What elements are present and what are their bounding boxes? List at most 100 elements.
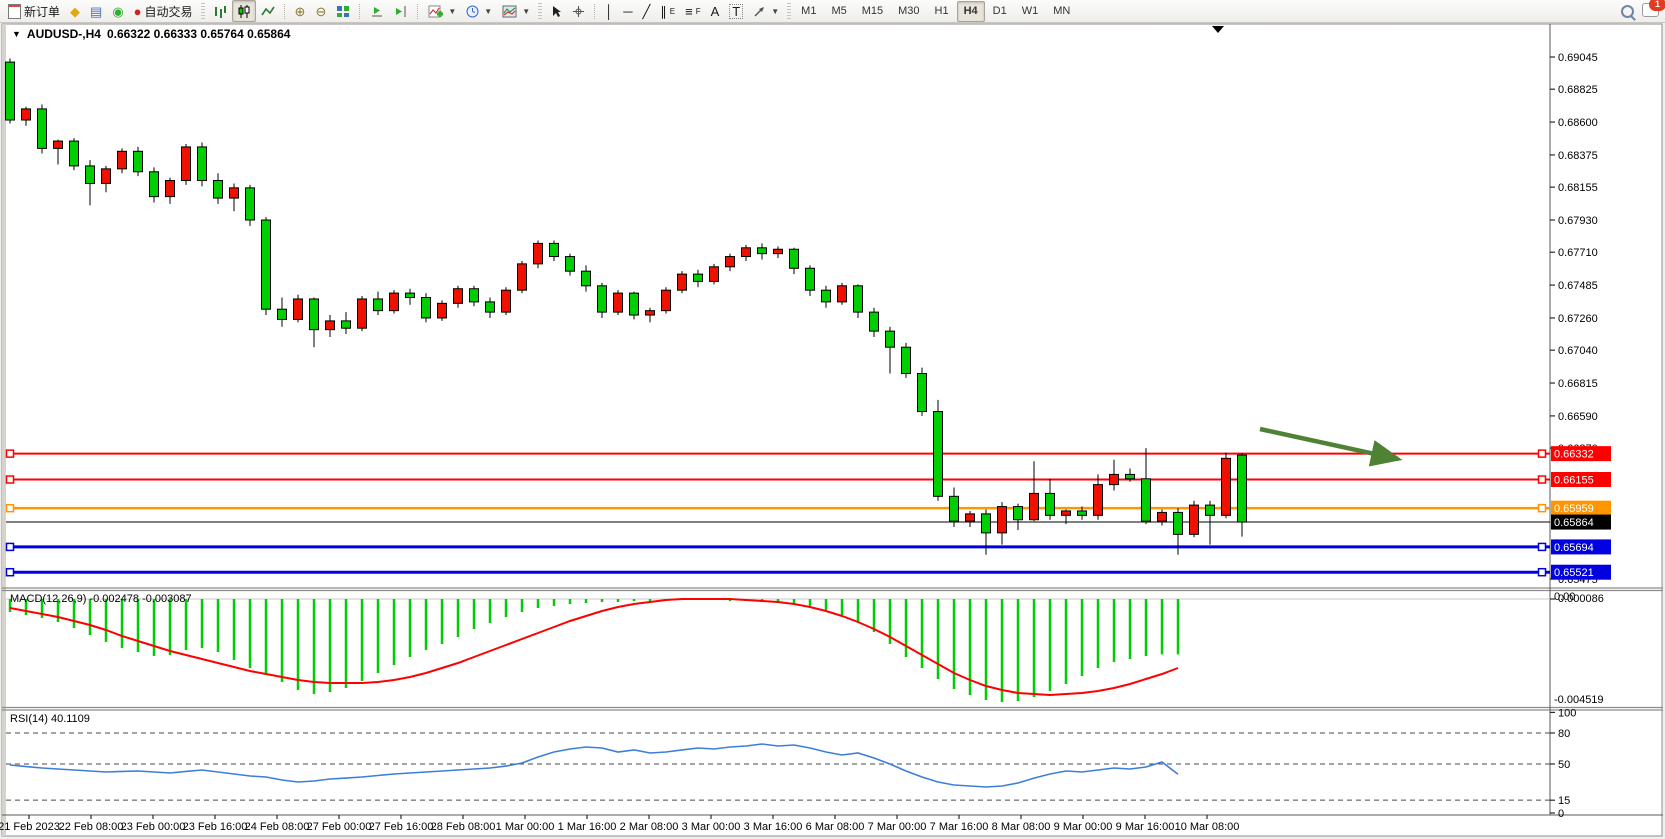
timeframe-w1[interactable]: W1 (1021, 4, 1039, 17)
autoscroll-button[interactable] (365, 0, 389, 22)
candle-body (661, 289, 671, 312)
autotrade-button[interactable]: ● 自动交易 (129, 0, 198, 22)
signal-icon: ◉ (112, 3, 124, 19)
crosshair-icon (573, 5, 585, 17)
macd-axis-min: -0.004519 (1554, 694, 1604, 706)
price-tick-label: 0.68155 (1558, 182, 1598, 194)
candle-body (1189, 504, 1199, 535)
candle-body (613, 292, 623, 313)
chart-shift-button[interactable] (389, 0, 413, 22)
timeframe-m30[interactable]: M30 (898, 4, 920, 17)
horizontal-line[interactable] (5, 503, 1550, 513)
line-handle[interactable] (1537, 503, 1547, 513)
timeframe-h4[interactable]: H4 (956, 0, 985, 22)
line-handle[interactable] (5, 542, 15, 552)
tile-windows-button[interactable] (331, 0, 355, 22)
candle-chart-button[interactable] (231, 0, 256, 22)
timeframe-m1[interactable]: M1 (801, 4, 817, 17)
template-icon (502, 5, 517, 17)
toolbar-separator (283, 3, 286, 19)
macd-pane (8, 598, 1180, 703)
periods-dropdown[interactable]: ▼ (461, 0, 497, 22)
line-handle[interactable] (5, 567, 15, 577)
price-line-label: 0.66332 (1551, 446, 1611, 462)
line-handle[interactable] (1537, 567, 1547, 577)
toolbar-separator (594, 3, 596, 19)
line-handle[interactable] (5, 503, 15, 513)
horizontal-line[interactable] (5, 449, 1550, 458)
search-icon[interactable] (1621, 5, 1634, 18)
new-order-button[interactable]: 新订单 (3, 0, 65, 22)
zoom-in-button[interactable]: ⊕ (290, 0, 311, 22)
time-tick-label: 8 Mar 08:00 (992, 821, 1051, 833)
line-handle[interactable] (1537, 475, 1547, 484)
zoom-out-button[interactable]: ⊖ (310, 0, 331, 22)
timeframe-mn[interactable]: MN (1053, 4, 1071, 17)
price-line-label: 0.66155 (1551, 472, 1611, 488)
horizontal-line[interactable] (5, 542, 1550, 552)
tile-windows-icon (337, 5, 350, 17)
window-collapse-icon[interactable]: ▼ (12, 29, 21, 39)
hline-tool-button[interactable]: ─ (618, 0, 637, 22)
price-label-box (1551, 564, 1611, 580)
text-tool-button[interactable]: A (706, 0, 725, 22)
candle-body (85, 165, 95, 184)
indicators-dropdown[interactable]: ▼ (423, 0, 461, 22)
toolbar-separator (417, 3, 419, 19)
time-tick-label: 27 Feb 16:00 (369, 821, 434, 833)
candle-body (933, 411, 943, 497)
rsi-line (9, 743, 1179, 788)
signals-button[interactable]: ◉ (107, 0, 128, 22)
channel-sub-label: E (669, 6, 676, 16)
cursor-button[interactable] (545, 0, 567, 22)
timeframe-d1[interactable]: D1 (992, 4, 1007, 17)
chart-shift-marker[interactable] (1212, 26, 1224, 33)
arrows-dropdown[interactable]: ▼ (748, 0, 784, 22)
label-tool-button[interactable]: T (724, 0, 748, 22)
vline-icon: │ (605, 3, 614, 19)
timeframe-m15[interactable]: M15 (861, 4, 884, 17)
clock-icon (466, 5, 479, 17)
candle-body (421, 296, 431, 319)
notifications-button[interactable]: 1 (1642, 0, 1665, 20)
templates-dropdown[interactable]: ▼ (497, 0, 535, 22)
candle-body (309, 298, 319, 331)
candle-body (341, 320, 351, 329)
macd-label: MACD(12,26,9) -0.002478 -0.003087 (10, 593, 192, 605)
time-tick-label: 23 Feb 00:00 (121, 821, 186, 833)
channel-icon: ∥ (660, 3, 667, 19)
crosshair-button[interactable] (567, 0, 590, 22)
autoscroll-icon (372, 6, 383, 16)
candle-body (725, 256, 735, 268)
zoom-in-icon: ⊕ (294, 3, 306, 19)
time-tick-label: 24 Feb 08:00 (245, 821, 310, 833)
horizontal-line[interactable] (5, 567, 1550, 577)
price-label-text: 0.66155 (1554, 475, 1594, 487)
vline-tool-button[interactable]: │ (600, 0, 618, 22)
line-handle[interactable] (5, 475, 15, 484)
bar-chart-button[interactable] (208, 0, 232, 22)
line-chart-button[interactable] (256, 0, 280, 22)
candle-body (229, 187, 239, 199)
line-handle[interactable] (5, 449, 15, 458)
gold-diamond-button[interactable]: ◆ (65, 0, 85, 22)
line-handle[interactable] (1537, 449, 1547, 458)
time-tick-label: 22 Feb 08:00 (59, 821, 124, 833)
trend-arrow[interactable] (1259, 426, 1403, 467)
time-tick-label: 9 Mar 00:00 (1054, 821, 1113, 833)
horizontal-line[interactable] (5, 475, 1550, 484)
candle-body (1109, 473, 1119, 486)
timeframe-m5[interactable]: M5 (831, 4, 847, 17)
timeframe-h1[interactable]: H1 (934, 4, 949, 17)
line-handle[interactable] (1537, 542, 1547, 552)
bar-chart-icon (214, 5, 226, 18)
autotrade-icon: ● (133, 3, 142, 19)
time-tick-label: 23 Feb 16:00 (183, 821, 248, 833)
trade-history-button[interactable]: ▤ (85, 0, 107, 22)
trendline-tool-button[interactable]: ╱ (637, 0, 655, 22)
channel-tool-button[interactable]: ∥ E (655, 0, 680, 22)
fibonacci-tool-button[interactable]: ≡ F (680, 0, 705, 22)
price-label-box (1551, 539, 1611, 555)
